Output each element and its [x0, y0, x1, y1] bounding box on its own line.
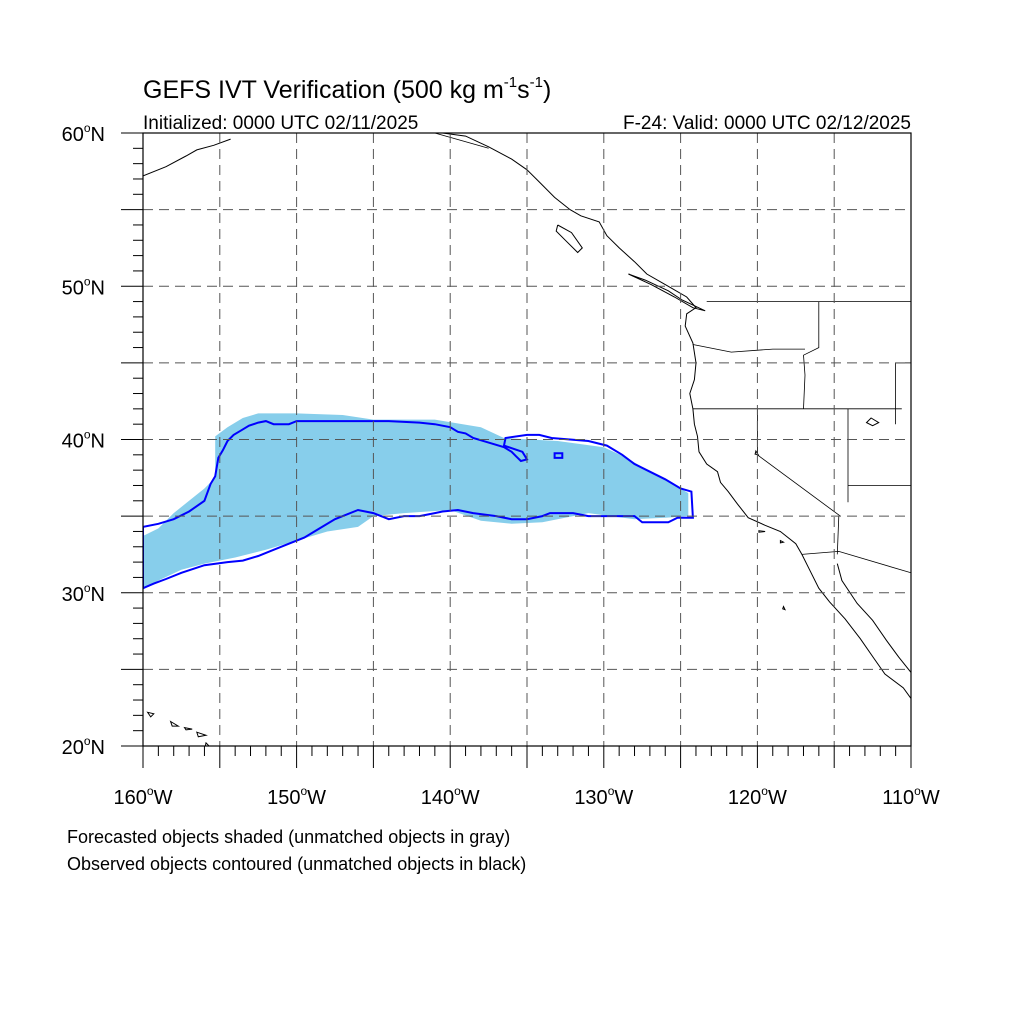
gulf-coastline	[836, 563, 911, 673]
boundary-line	[434, 133, 489, 149]
boundary-line	[836, 516, 840, 555]
observed-object-contour	[553, 452, 564, 459]
lon-tick-label: 150oW	[267, 784, 326, 809]
island-outline	[779, 539, 785, 544]
map-panel	[143, 133, 911, 746]
forecast-objects	[143, 413, 689, 590]
island-outline	[183, 726, 193, 731]
lon-tick-label: 130oW	[574, 784, 633, 809]
lon-tick-label: 140oW	[421, 784, 480, 809]
lat-tick-label: 20oN	[62, 734, 105, 759]
lat-tick-label: 40oN	[62, 428, 105, 453]
island-outline	[196, 731, 208, 738]
island-outline	[169, 720, 181, 727]
boundary-line	[692, 344, 805, 353]
coastline	[442, 133, 911, 699]
boundary-line	[803, 301, 820, 409]
forecast-object	[143, 413, 689, 590]
lat-tick-label: 60oN	[62, 121, 105, 146]
lake-outline	[754, 449, 760, 456]
lon-tick-label: 110oW	[882, 784, 940, 809]
lon-tick-label: 160oW	[114, 784, 173, 809]
observed-objects	[143, 420, 694, 590]
lat-tick-label: 50oN	[62, 274, 105, 299]
land-features	[143, 133, 911, 746]
axis-ticks	[121, 132, 912, 768]
island-outline	[628, 273, 706, 312]
observed-footnote: Observed objects contoured (unmatched ob…	[67, 854, 526, 874]
observed-object-contour	[143, 420, 694, 590]
lon-tick-label: 120oW	[728, 784, 787, 809]
axis-labels: 20oN 30oN 40oN 50oN 60oN 160oW 150oW 140oW 130oW…	[62, 121, 940, 809]
forecast-footnote: Forecasted objects shaded (unmatched obj…	[67, 827, 510, 847]
boundary-line	[757, 408, 841, 517]
init-time-label: Initialized: 0000 UTC 02/11/2025	[143, 113, 418, 134]
lake-outline	[865, 417, 880, 427]
lat-tick-label: 30oN	[62, 581, 105, 606]
valid-time-label: F-24: Valid: 0000 UTC 02/12/2025	[623, 113, 911, 134]
island-outline	[146, 711, 155, 718]
coastline	[143, 138, 231, 177]
island-outline	[782, 605, 786, 611]
lat-lon-grid	[143, 133, 911, 746]
island-outline	[555, 224, 583, 254]
boundary-line	[801, 550, 911, 574]
map-title: GEFS IVT Verification (500 kg m-1s-1)	[143, 74, 551, 104]
island-outline	[204, 741, 210, 746]
island-outline	[758, 530, 766, 533]
